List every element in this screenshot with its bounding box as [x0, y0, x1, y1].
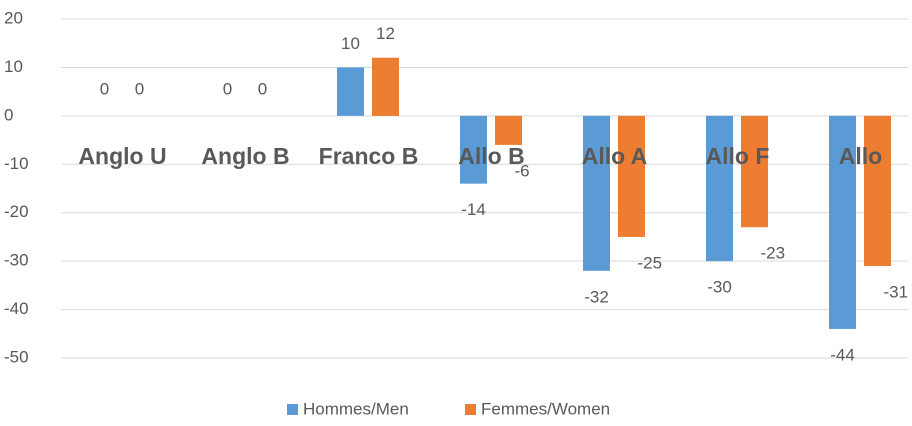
bar	[706, 115, 733, 262]
x-tick-label: Franco B	[319, 143, 419, 169]
x-tick-label: Allo F	[706, 143, 770, 169]
y-tick-label: -20	[4, 202, 29, 221]
bar	[337, 67, 364, 116]
bar	[372, 57, 399, 116]
legend-label: Hommes/Men	[303, 399, 409, 418]
data-label: 12	[376, 24, 395, 43]
data-label: -23	[761, 244, 786, 263]
x-tick-label: Allo B	[458, 143, 524, 169]
data-label: -32	[584, 287, 609, 306]
y-tick-label: -40	[4, 299, 29, 318]
bar	[864, 115, 891, 266]
y-tick-label: -10	[4, 154, 29, 173]
data-label: 0	[100, 79, 109, 98]
data-label: -44	[830, 345, 855, 364]
x-tick-label: Allo A	[582, 143, 648, 169]
data-label: -25	[638, 253, 663, 272]
bar	[460, 115, 487, 184]
y-tick-label: -50	[4, 347, 29, 366]
data-label: 0	[135, 79, 144, 98]
bar	[495, 115, 522, 145]
data-label: 0	[258, 79, 267, 98]
legend-label: Femmes/Women	[481, 399, 610, 418]
data-label: -30	[707, 278, 732, 297]
legend-swatch	[465, 404, 476, 415]
bar	[829, 115, 856, 329]
x-tick-label: Allo	[839, 143, 882, 169]
y-tick-label: 0	[4, 105, 13, 124]
bar	[618, 115, 645, 237]
data-label: 0	[223, 79, 232, 98]
data-label: -31	[884, 282, 909, 301]
y-tick-label: 10	[4, 57, 23, 76]
bar	[741, 115, 768, 228]
data-label: -14	[461, 200, 486, 219]
y-tick-label: -30	[4, 251, 29, 270]
data-label: -6	[515, 161, 530, 180]
y-tick-label: 20	[4, 8, 23, 27]
x-tick-label: Anglo B	[201, 143, 289, 169]
bar	[583, 115, 610, 271]
legend-swatch	[287, 404, 298, 415]
data-label: 10	[341, 34, 360, 53]
x-tick-label: Anglo U	[78, 143, 166, 169]
